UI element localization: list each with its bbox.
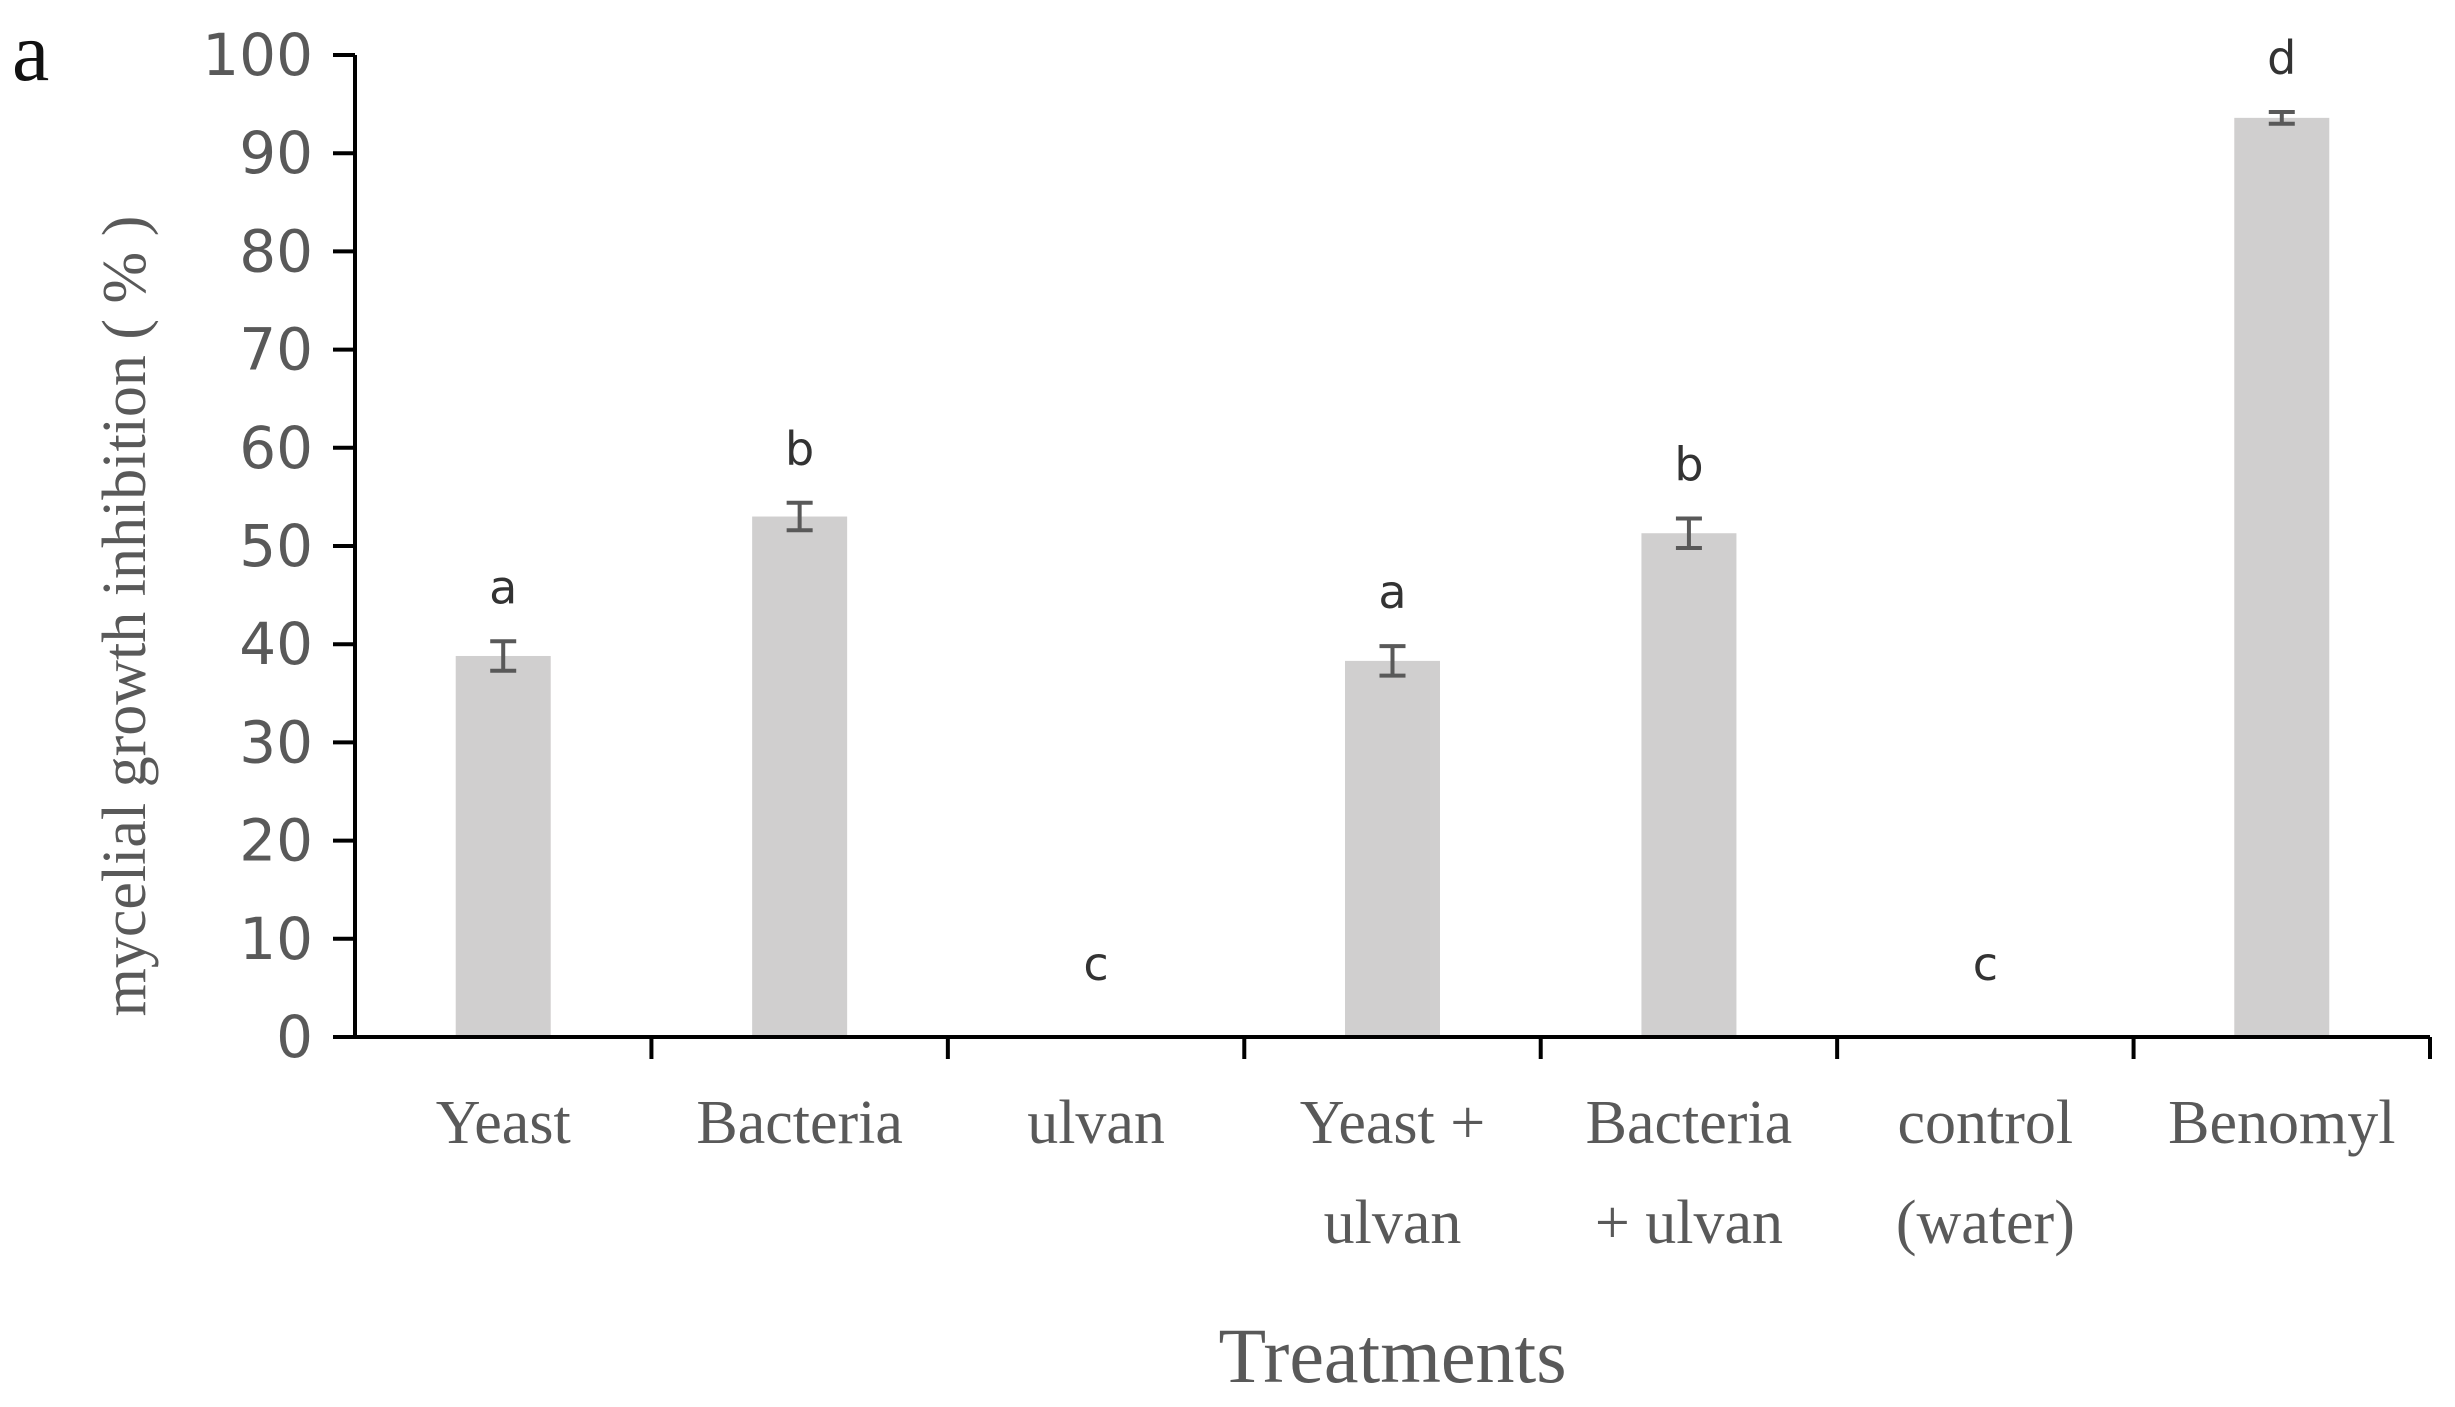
y-tick-label: 90 [239, 119, 313, 187]
y-axis-title: mycelial growth inhibition ( % ) [91, 216, 159, 1017]
significance-label: d [2267, 31, 2296, 85]
y-tick-label: 30 [239, 708, 313, 776]
error-bars-group [490, 109, 2295, 678]
error-bar [786, 500, 813, 533]
category-label: + ulvan [1595, 1189, 1783, 1257]
error-bar [1379, 644, 1406, 678]
category-label: Benomyl [2168, 1089, 2395, 1157]
y-tick-label: 60 [239, 414, 313, 482]
y-tick-label: 0 [276, 1003, 313, 1071]
panel-label: a [12, 6, 49, 99]
y-tick-label: 10 [239, 905, 313, 973]
error-bar [1675, 516, 1702, 550]
y-axis-ticks: 0 10 20 30 40 50 60 70 80 90 100 [202, 21, 355, 1071]
category-label: ulvan [1324, 1189, 1462, 1257]
y-tick-label: 50 [239, 512, 313, 580]
bar [752, 516, 848, 1037]
category-label: (water) [1896, 1189, 2075, 1257]
bar [1345, 660, 1440, 1037]
error-bar [2268, 109, 2295, 126]
x-axis-ticks [649, 1037, 2432, 1059]
bars-group [455, 117, 2330, 1037]
y-tick-label: 40 [239, 610, 313, 678]
category-label: control [1898, 1089, 2074, 1157]
y-tick-label: 80 [239, 217, 313, 285]
category-label: ulvan [1027, 1089, 1165, 1157]
category-label: Yeast [436, 1089, 571, 1157]
significance-label: a [1378, 565, 1406, 619]
y-tick-label: 70 [239, 316, 313, 384]
category-labels-group: Yeast Bacteria ulvan Yeast + ulvan Bacteria + … [436, 1089, 2396, 1257]
significance-label: c [1973, 937, 1998, 991]
significance-label: a [489, 560, 517, 614]
y-tick-label: 20 [239, 807, 313, 875]
significance-label: b [1674, 438, 1703, 492]
significance-label: b [785, 422, 814, 476]
bar [1641, 533, 1737, 1037]
y-tick-label: 100 [202, 21, 313, 89]
error-bar [490, 639, 517, 673]
category-label: Bacteria [1586, 1089, 1793, 1157]
significance-label: c [1083, 937, 1108, 991]
x-axis-title: Treatments [1218, 1312, 1566, 1399]
bar [2234, 117, 2330, 1037]
category-label: Bacteria [696, 1089, 903, 1157]
significance-labels-group: a b c a b c d [489, 31, 2296, 991]
bar [455, 655, 551, 1037]
category-label: Yeast + [1300, 1089, 1485, 1157]
